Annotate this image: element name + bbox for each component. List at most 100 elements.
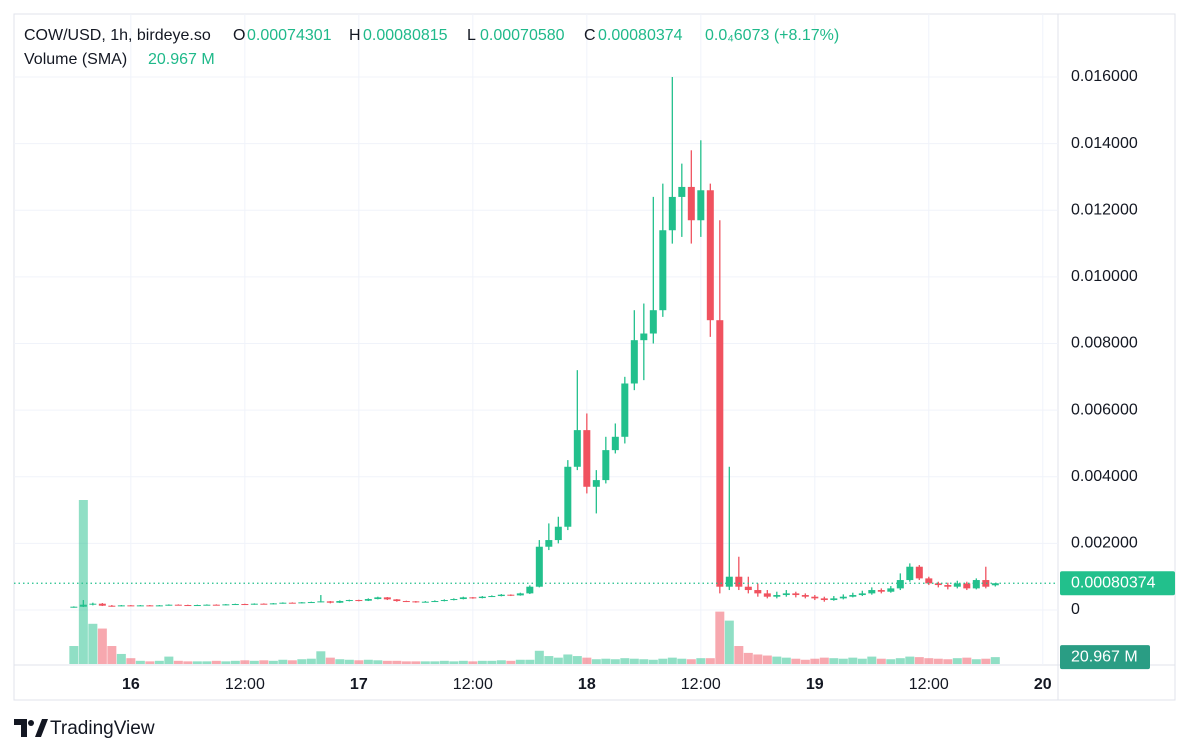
candle-body <box>279 602 287 604</box>
volume-bar <box>145 661 155 664</box>
y-tick-label: 0.004000 <box>1071 468 1138 485</box>
volume-bar <box>905 656 915 664</box>
volume-bar <box>981 658 991 664</box>
candle-body <box>602 450 610 481</box>
candle-body <box>98 603 106 606</box>
volume-bar <box>952 658 962 664</box>
candle-body <box>108 605 116 607</box>
volume-bar <box>914 657 924 664</box>
volume-bar <box>449 661 459 664</box>
volume-bar <box>439 660 449 664</box>
volume-bar <box>297 659 307 664</box>
volume-bar <box>705 658 715 664</box>
volume-bar <box>753 654 763 664</box>
candle-body <box>469 597 477 599</box>
candle-body <box>250 603 258 605</box>
volume-bar <box>97 628 107 664</box>
candle-body <box>982 580 990 587</box>
logo-dot <box>28 720 34 726</box>
volume-bar <box>610 659 620 664</box>
volume-bar <box>563 654 573 664</box>
logo-mark <box>14 719 27 737</box>
x-tick-label: 12:00 <box>225 676 265 693</box>
candle-body <box>345 600 353 602</box>
candle-body <box>830 598 838 601</box>
candle-body <box>564 466 572 527</box>
candle-body <box>925 578 933 584</box>
volume-bar <box>487 660 497 664</box>
volume-bar <box>316 651 326 664</box>
volume-bar <box>221 661 231 664</box>
candle-body <box>535 546 543 587</box>
volume-bar <box>943 659 953 664</box>
volume-bar <box>354 660 364 664</box>
volume-bar <box>135 660 145 664</box>
candle-body <box>70 606 78 608</box>
candle-body <box>288 602 296 604</box>
candle-body <box>858 593 866 596</box>
candle-body <box>488 596 496 598</box>
volume-bar <box>971 659 981 664</box>
candle-body <box>212 604 220 606</box>
axes: 0 0.002000 0.004000 0.006000 0.008000 0.01000… <box>14 68 1175 693</box>
candle-body <box>725 576 733 587</box>
candle-body <box>868 590 876 594</box>
candle-body <box>763 593 771 597</box>
candle-body <box>944 585 952 587</box>
y-tick-label: 0.002000 <box>1071 535 1138 552</box>
volume-bar <box>838 658 848 664</box>
header: COW/USD, 1h, birdeye.so O 0.00074301 H 0… <box>24 27 839 68</box>
volume-bar <box>116 653 126 664</box>
candle-body <box>820 598 828 601</box>
volume-bar <box>325 657 335 664</box>
low-label: L <box>467 27 476 44</box>
volume-bar <box>192 661 202 664</box>
frame <box>13 13 1176 701</box>
volume-bar <box>924 658 934 664</box>
candle-body <box>716 320 724 587</box>
volume-bar <box>202 661 212 664</box>
volume-bar <box>154 660 164 664</box>
volume-bar <box>848 657 858 664</box>
volume-bar <box>819 657 829 664</box>
volume-bar <box>724 620 734 664</box>
volume-bar <box>962 657 972 664</box>
volume-bar <box>620 658 630 664</box>
candle-body <box>735 576 743 587</box>
candle-body <box>146 605 154 607</box>
y-tick-label: 0.008000 <box>1071 335 1138 352</box>
volume-bar <box>791 658 801 664</box>
change-value: 0.0₄6073 (+8.17%) <box>705 27 839 44</box>
candles <box>70 76 999 608</box>
candle-body <box>516 593 524 596</box>
y-tick-label: 0.006000 <box>1071 401 1138 418</box>
volume-value: 20.967 M <box>148 51 215 68</box>
volume-bar <box>810 658 820 664</box>
volume-bar <box>876 658 886 664</box>
candle-body <box>383 597 391 600</box>
volume-bar <box>401 661 411 664</box>
candle-body <box>459 597 467 600</box>
volume-bar <box>677 658 687 664</box>
volume-bar <box>762 655 772 664</box>
candle-body <box>402 601 410 603</box>
volume-bar <box>306 658 316 664</box>
volume-bar <box>373 660 383 664</box>
candle-body <box>355 600 363 602</box>
volume-bar <box>126 658 136 664</box>
volume-bar <box>411 661 421 664</box>
candle-body <box>773 595 781 597</box>
candle-body <box>174 604 182 606</box>
volume-bar <box>734 646 744 664</box>
volume-bar <box>572 656 582 664</box>
candle-body <box>412 601 420 603</box>
volume-bar <box>601 658 611 664</box>
candle-body <box>754 590 762 594</box>
volume-bar <box>515 659 525 664</box>
volume-bar <box>686 659 696 664</box>
candle-body <box>849 595 857 597</box>
candle-body <box>497 594 505 597</box>
volume-bar <box>211 660 221 664</box>
y-tick-label: 0.010000 <box>1071 268 1138 285</box>
candle-body <box>611 436 619 451</box>
